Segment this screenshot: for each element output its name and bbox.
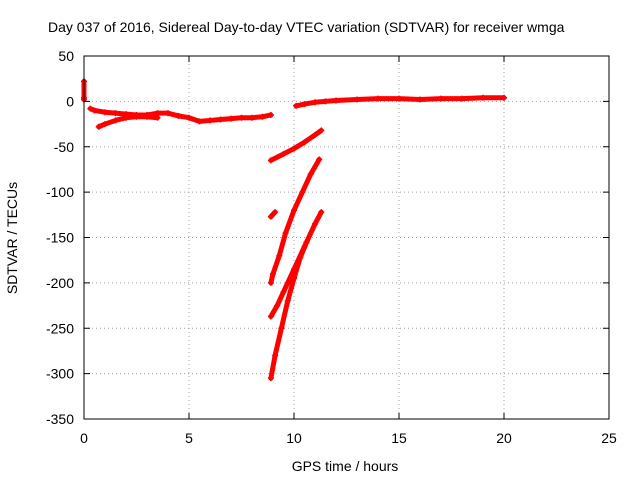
data-point [318, 127, 325, 134]
y-tick-label: -50 [54, 139, 74, 155]
data-point [280, 151, 287, 158]
data-point [144, 113, 150, 120]
data-point [291, 207, 297, 214]
data-point [282, 229, 289, 236]
data-series [293, 94, 507, 109]
series-line [268, 156, 322, 286]
data-point [333, 97, 339, 104]
data-point [217, 116, 224, 123]
grid [84, 56, 609, 419]
data-point [299, 189, 306, 196]
data-series [267, 239, 310, 382]
data-point [291, 145, 297, 152]
data-point [354, 96, 360, 103]
data-point [249, 114, 255, 121]
data-point [267, 375, 274, 382]
x-tick-label: 5 [185, 430, 193, 446]
data-point [207, 117, 213, 124]
y-tick-label: 50 [58, 48, 74, 64]
x-tick-label: 10 [286, 430, 302, 446]
y-tick-label: -150 [46, 230, 74, 246]
plot-frame [83, 55, 610, 420]
data-point [186, 114, 192, 121]
data-point [291, 275, 297, 282]
data-point [501, 94, 507, 101]
data-point [459, 95, 465, 102]
y-tick-label: -100 [46, 184, 74, 200]
data-marks [81, 78, 507, 382]
data-point [316, 156, 323, 163]
data-point [228, 115, 234, 122]
data-point [284, 298, 291, 305]
x-axis-label: GPS time / hours [292, 458, 399, 474]
data-point [417, 96, 423, 103]
data-point [272, 352, 279, 359]
data-point [312, 99, 318, 106]
data-point [276, 252, 283, 259]
data-point [267, 213, 274, 220]
x-tick-label: 0 [80, 430, 88, 446]
data-series [95, 113, 161, 130]
data-point [278, 325, 285, 332]
data-point [301, 139, 308, 146]
data-point [267, 157, 274, 164]
data-point [280, 288, 287, 295]
axis-ticks: 0 5 10 15 20 25 50 0 -50 -100 -150 -200 -250 -300 -350 [46, 48, 617, 446]
data-point [267, 279, 274, 286]
data-point [270, 270, 276, 277]
data-point [91, 107, 98, 114]
data-point [322, 98, 329, 105]
data-point [301, 101, 308, 108]
data-point [259, 113, 266, 120]
data-point [154, 114, 161, 121]
y-axis-label: SDTVAR / TECUs [4, 182, 20, 294]
data-point [267, 313, 274, 320]
data-point [274, 302, 281, 309]
data-point [196, 118, 203, 125]
data-point [297, 254, 304, 261]
data-point [133, 113, 140, 120]
data-point [318, 209, 325, 216]
data-point [272, 209, 279, 216]
data-point [438, 95, 444, 102]
data-series [267, 127, 325, 164]
x-tick-label: 20 [496, 430, 512, 446]
y-tick-label: -300 [46, 366, 74, 382]
data-point [123, 114, 129, 121]
data-point [175, 112, 182, 119]
x-tick-label: 25 [601, 430, 617, 446]
data-point [312, 220, 318, 227]
chart-title: Day 037 of 2016, Sidereal Day-to-day VTE… [48, 19, 565, 35]
y-tick-label: 0 [66, 93, 74, 109]
data-point [95, 123, 102, 130]
data-point [102, 121, 108, 128]
data-point [165, 110, 171, 117]
data-point [480, 94, 486, 101]
data-point [396, 95, 402, 102]
x-tick-label: 15 [391, 430, 407, 446]
data-point [267, 111, 274, 118]
data-point [303, 239, 310, 246]
data-point [112, 110, 119, 117]
data-point [307, 170, 314, 177]
data-point [375, 95, 381, 102]
data-point [102, 109, 108, 116]
y-tick-label: -350 [46, 411, 74, 427]
data-point [293, 102, 300, 109]
series-line [268, 127, 324, 163]
data-point [87, 105, 94, 112]
data-point [238, 114, 245, 121]
y-tick-label: -200 [46, 275, 74, 291]
data-series [267, 156, 323, 286]
data-series [267, 209, 279, 220]
data-point [112, 117, 119, 124]
y-tick-label: -250 [46, 320, 74, 336]
data-point [312, 131, 318, 138]
